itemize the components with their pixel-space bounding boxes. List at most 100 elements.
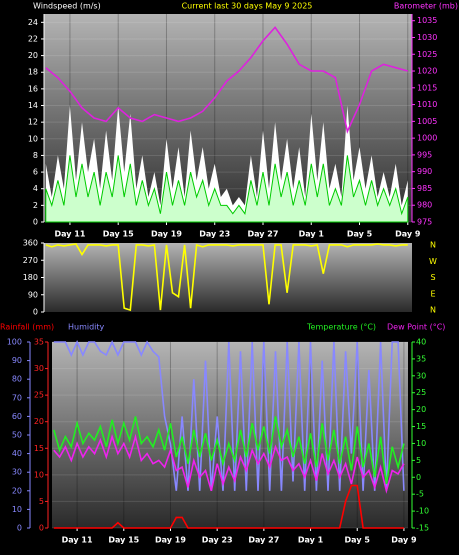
- plot-background: [44, 243, 412, 312]
- y3-tick-label: 0: [17, 524, 22, 533]
- y3-tick-label: 70: [12, 393, 22, 402]
- x-tick-label: Day 27: [248, 230, 279, 239]
- x-tick-label: Day 23: [202, 536, 233, 545]
- y-tick-label: 10: [34, 470, 44, 479]
- y2-tick-label: 990: [417, 167, 432, 176]
- y-tick-label: 2: [33, 201, 38, 210]
- compass-label: S: [430, 273, 435, 282]
- compass-label: E: [430, 289, 435, 298]
- x-tick-label: Day 11: [62, 536, 93, 545]
- compass-label: N: [430, 306, 436, 315]
- line: [45, 243, 408, 312]
- area: [45, 155, 409, 223]
- y2-tick-label: 30: [416, 371, 426, 380]
- y-tick-label: 18: [28, 68, 38, 77]
- y2-tick-label: 985: [417, 184, 432, 193]
- x-tick-label: Day 27: [248, 536, 279, 545]
- y3-tick-label: 50: [12, 431, 22, 440]
- legend-label: Temperature (°C): [306, 323, 376, 332]
- y2-tick-label: 25: [416, 388, 426, 397]
- y2-tick-label: -15: [416, 524, 429, 533]
- y2-tick-label: 1010: [417, 100, 437, 109]
- y3-tick-label: 20: [12, 486, 22, 495]
- y3-tick-label: 30: [12, 468, 22, 477]
- y-tick-label: 5: [39, 497, 44, 506]
- y-tick-label: 4: [33, 184, 38, 193]
- legend-label: Rainfall (mm): [0, 323, 54, 332]
- y-tick-label: 0: [33, 218, 38, 227]
- y-tick-label: 0: [39, 524, 44, 533]
- compass-label: W: [429, 257, 437, 266]
- y2-tick-label: 1015: [417, 83, 437, 92]
- y2-tick-label: 1000: [417, 134, 437, 143]
- y3-tick-label: 100: [7, 338, 22, 347]
- y2-tick-label: 1020: [417, 67, 437, 76]
- x-tick-label: Day 1: [299, 230, 325, 239]
- y-tick-label: 270: [23, 256, 38, 265]
- y-tick-label: 25: [34, 391, 44, 400]
- legend-label: Dew Point (°C): [387, 323, 445, 332]
- x-tick-label: Day 9: [391, 536, 417, 545]
- x-tick-label: Day 5: [347, 230, 373, 239]
- y2-tick-label: 1030: [417, 33, 437, 42]
- y2-tick-label: 40: [416, 338, 426, 347]
- legend-label: Humidity: [68, 323, 105, 332]
- line: [53, 340, 405, 491]
- y-tick-label: 8: [33, 151, 38, 160]
- y2-tick-label: 5: [416, 456, 421, 465]
- y-tick-label: 6: [33, 168, 38, 177]
- y2-tick-label: -5: [416, 490, 424, 499]
- line: [53, 416, 405, 485]
- y-tick-label: 20: [28, 51, 38, 60]
- y-tick-label: 24: [28, 18, 38, 27]
- y-tick-label: 12: [28, 118, 38, 127]
- x-tick-label: Day 9: [395, 230, 421, 239]
- x-tick-label: Day 15: [103, 230, 134, 239]
- y3-tick-label: 60: [12, 412, 22, 421]
- x-tick-label: Day 23: [199, 230, 230, 239]
- y2-tick-label: 20: [416, 405, 426, 414]
- y-tick-label: 16: [28, 84, 38, 93]
- y2-tick-label: 1005: [417, 117, 437, 126]
- y-tick-label: 20: [34, 417, 44, 426]
- y2-tick-label: 1035: [417, 16, 437, 25]
- x-tick-label: Day 11: [54, 230, 85, 239]
- y3-tick-label: 40: [12, 449, 22, 458]
- y-tick-label: 360: [23, 239, 38, 248]
- x-tick-label: Day 19: [155, 536, 186, 545]
- y-tick-label: 90: [28, 290, 38, 299]
- chart-title: Current last 30 days May 9 2025: [182, 2, 313, 11]
- y-tick-label: 0: [33, 308, 38, 317]
- line: [53, 433, 405, 494]
- y2-tick-label: 15: [416, 422, 426, 431]
- y-tick-label: 15: [34, 444, 44, 453]
- y3-tick-label: 90: [12, 356, 22, 365]
- area: [45, 105, 408, 222]
- y-axis-label: Windspeed (m/s): [33, 2, 101, 11]
- y-tick-label: 22: [28, 34, 38, 43]
- x-tick-label: Day 5: [345, 536, 371, 545]
- y-tick-label: 30: [34, 364, 44, 373]
- compass-label: N: [430, 241, 436, 250]
- x-tick-label: Day 19: [151, 230, 182, 239]
- y-tick-label: 35: [34, 338, 44, 347]
- y2-tick-label: 975: [417, 218, 432, 227]
- y2-tick-label: 35: [416, 354, 426, 363]
- y2-axis-label: Barometer (mb): [394, 2, 458, 11]
- y2-tick-label: 1025: [417, 50, 437, 59]
- x-tick-label: Day 1: [298, 536, 324, 545]
- y-tick-label: 10: [28, 134, 38, 143]
- y2-tick-label: 0: [416, 473, 421, 482]
- y2-tick-label: 995: [417, 150, 432, 159]
- y2-tick-label: 980: [417, 201, 432, 210]
- line: [45, 26, 409, 134]
- y2-tick-label: -10: [416, 507, 429, 516]
- y3-tick-label: 10: [12, 505, 22, 514]
- y2-tick-label: 10: [416, 439, 426, 448]
- y-tick-label: 14: [28, 101, 38, 110]
- y3-tick-label: 80: [12, 375, 22, 384]
- line: [53, 484, 404, 529]
- y-tick-label: 180: [23, 273, 38, 282]
